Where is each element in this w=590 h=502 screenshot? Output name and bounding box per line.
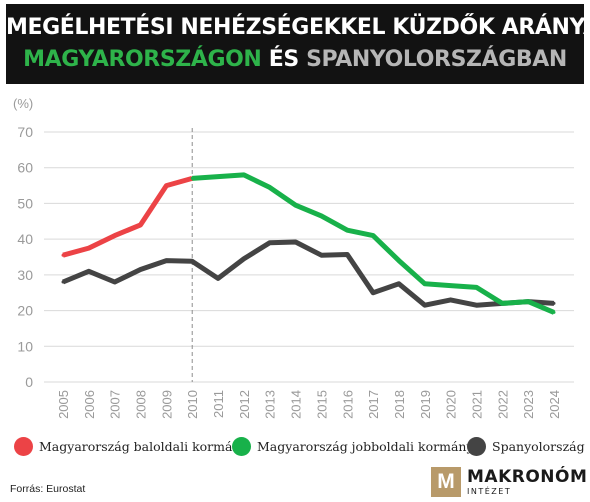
series-line-2 [62,239,555,308]
data-point-2-2008 [139,268,143,271]
data-point-1-2019 [423,282,427,286]
data-point-1-2022 [500,301,504,305]
data-point-2-2014 [294,240,298,244]
data-point-0-2007 [113,234,117,238]
data-point-0-2009 [164,184,168,188]
data-point-1-2015 [319,214,323,218]
data-point-1-2014 [294,203,298,207]
data-point-1-2021 [474,285,478,289]
data-point-2-2021 [474,303,478,307]
data-point-1-2013 [268,185,272,189]
x-tick-label-2022: 2022 [495,390,510,419]
data-point-1-2020 [449,284,453,288]
data-point-2-2007 [113,280,117,284]
y-tick-label-50: 50 [17,195,33,211]
x-tick-label-2019: 2019 [418,390,433,419]
makronom-logo: M MAKRONÓM INTÉZET [431,467,588,497]
x-tick-label-2006: 2006 [82,390,97,419]
x-tick-label-2015: 2015 [314,390,329,419]
data-point-2-2011 [216,276,220,280]
data-point-2-2005 [61,280,65,284]
y-unit-label: (%) [13,96,33,111]
y-tick-label-60: 60 [17,160,33,176]
x-tick-label-2021: 2021 [469,390,484,419]
legend-label-hu-right: Magyarország jobboldali kormány [257,439,474,454]
data-point-2-2009 [164,259,168,263]
data-point-2-2019 [423,303,427,307]
legend-label-hu-left: Magyarország baloldali kormány [39,439,248,454]
y-tick-label-10: 10 [17,338,33,354]
data-point-2-2006 [87,269,91,273]
logo-subtitle: INTÉZET [467,487,512,496]
data-point-1-2012 [242,173,246,177]
data-point-1-2010 [190,176,194,180]
legend-item-hu-left: Magyarország baloldali kormány [14,437,248,456]
legend-item-spain: Spanyolország [467,437,585,456]
data-point-0-2008 [139,223,143,227]
chart-title-line2: MAGYARORSZÁGON ÉS SPANYOLORSZÁGBAN [6,47,584,72]
x-tick-label-2013: 2013 [263,390,278,419]
data-point-1-2023 [526,300,530,304]
title-spain: SPANYOLORSZÁGBAN [306,47,567,72]
data-point-2-2015 [319,253,323,257]
legend-swatch-hu-right [232,437,251,456]
title-banner: MEGÉLHETÉSI NEHÉZSÉGEKKEL KÜZDŐK ARÁNYA … [6,4,590,84]
y-tick-label-20: 20 [17,303,33,319]
data-point-2-2012 [242,257,246,261]
x-tick-label-2016: 2016 [340,390,355,419]
x-tick-label-2007: 2007 [108,390,123,419]
x-tick-label-2023: 2023 [521,390,536,419]
data-point-1-2024 [552,310,556,314]
x-tick-label-2011: 2011 [211,390,226,418]
x-tick-label-2005: 2005 [56,390,71,419]
legend-label-spain: Spanyolország [492,439,585,454]
y-tick-label-0: 0 [25,374,33,390]
data-point-1-2011 [216,175,220,179]
x-tick-label-2009: 2009 [159,390,174,419]
source-note: Forrás: Eurostat [10,483,86,495]
legend-swatch-spain [467,437,486,456]
logo-mark-icon: M [431,467,461,497]
x-tick-label-2017: 2017 [366,390,381,419]
x-tick-label-2020: 2020 [444,390,459,419]
data-point-2-2010 [190,259,194,263]
x-tick-label-2012: 2012 [237,390,252,419]
title-hungary: MAGYARORSZÁGON [23,47,262,72]
line-chart: (%) 0 10 20 30 40 50 60 70 2005 2006 2007 2008 2009 2… [13,96,574,419]
data-point-0-2005 [61,253,65,257]
data-point-2-2017 [371,291,375,295]
data-point-1-2018 [397,259,401,263]
y-tick-label-70: 70 [17,124,33,140]
x-tick-label-2024: 2024 [547,390,562,419]
data-point-0-2006 [87,246,91,250]
data-point-1-2017 [371,234,375,238]
x-tick-label-2010: 2010 [185,390,200,419]
title-conjunction: ÉS [268,47,299,72]
series-line-0 [62,175,193,258]
y-tick-label-40: 40 [17,231,33,247]
x-tick-label-2008: 2008 [134,390,149,419]
legend-swatch-hu-left [14,437,33,456]
x-tick-label-2014: 2014 [289,390,304,419]
x-tick-label-2018: 2018 [392,390,407,419]
legend-item-hu-right: Magyarország jobboldali kormány [232,437,474,456]
data-point-1-2016 [345,228,349,232]
data-point-2-2020 [449,298,453,302]
chart-title-line1: MEGÉLHETÉSI NEHÉZSÉGEKKEL KÜZDŐK ARÁNYA [6,15,590,40]
data-point-2-2024 [552,301,556,305]
y-tick-label-30: 30 [17,267,33,283]
data-point-2-2018 [397,282,401,286]
logo-name: MAKRONÓM [467,467,588,487]
legend: Magyarország baloldali kormány Magyarors… [0,437,590,459]
data-point-2-2013 [268,241,272,245]
data-point-2-2016 [345,253,349,256]
